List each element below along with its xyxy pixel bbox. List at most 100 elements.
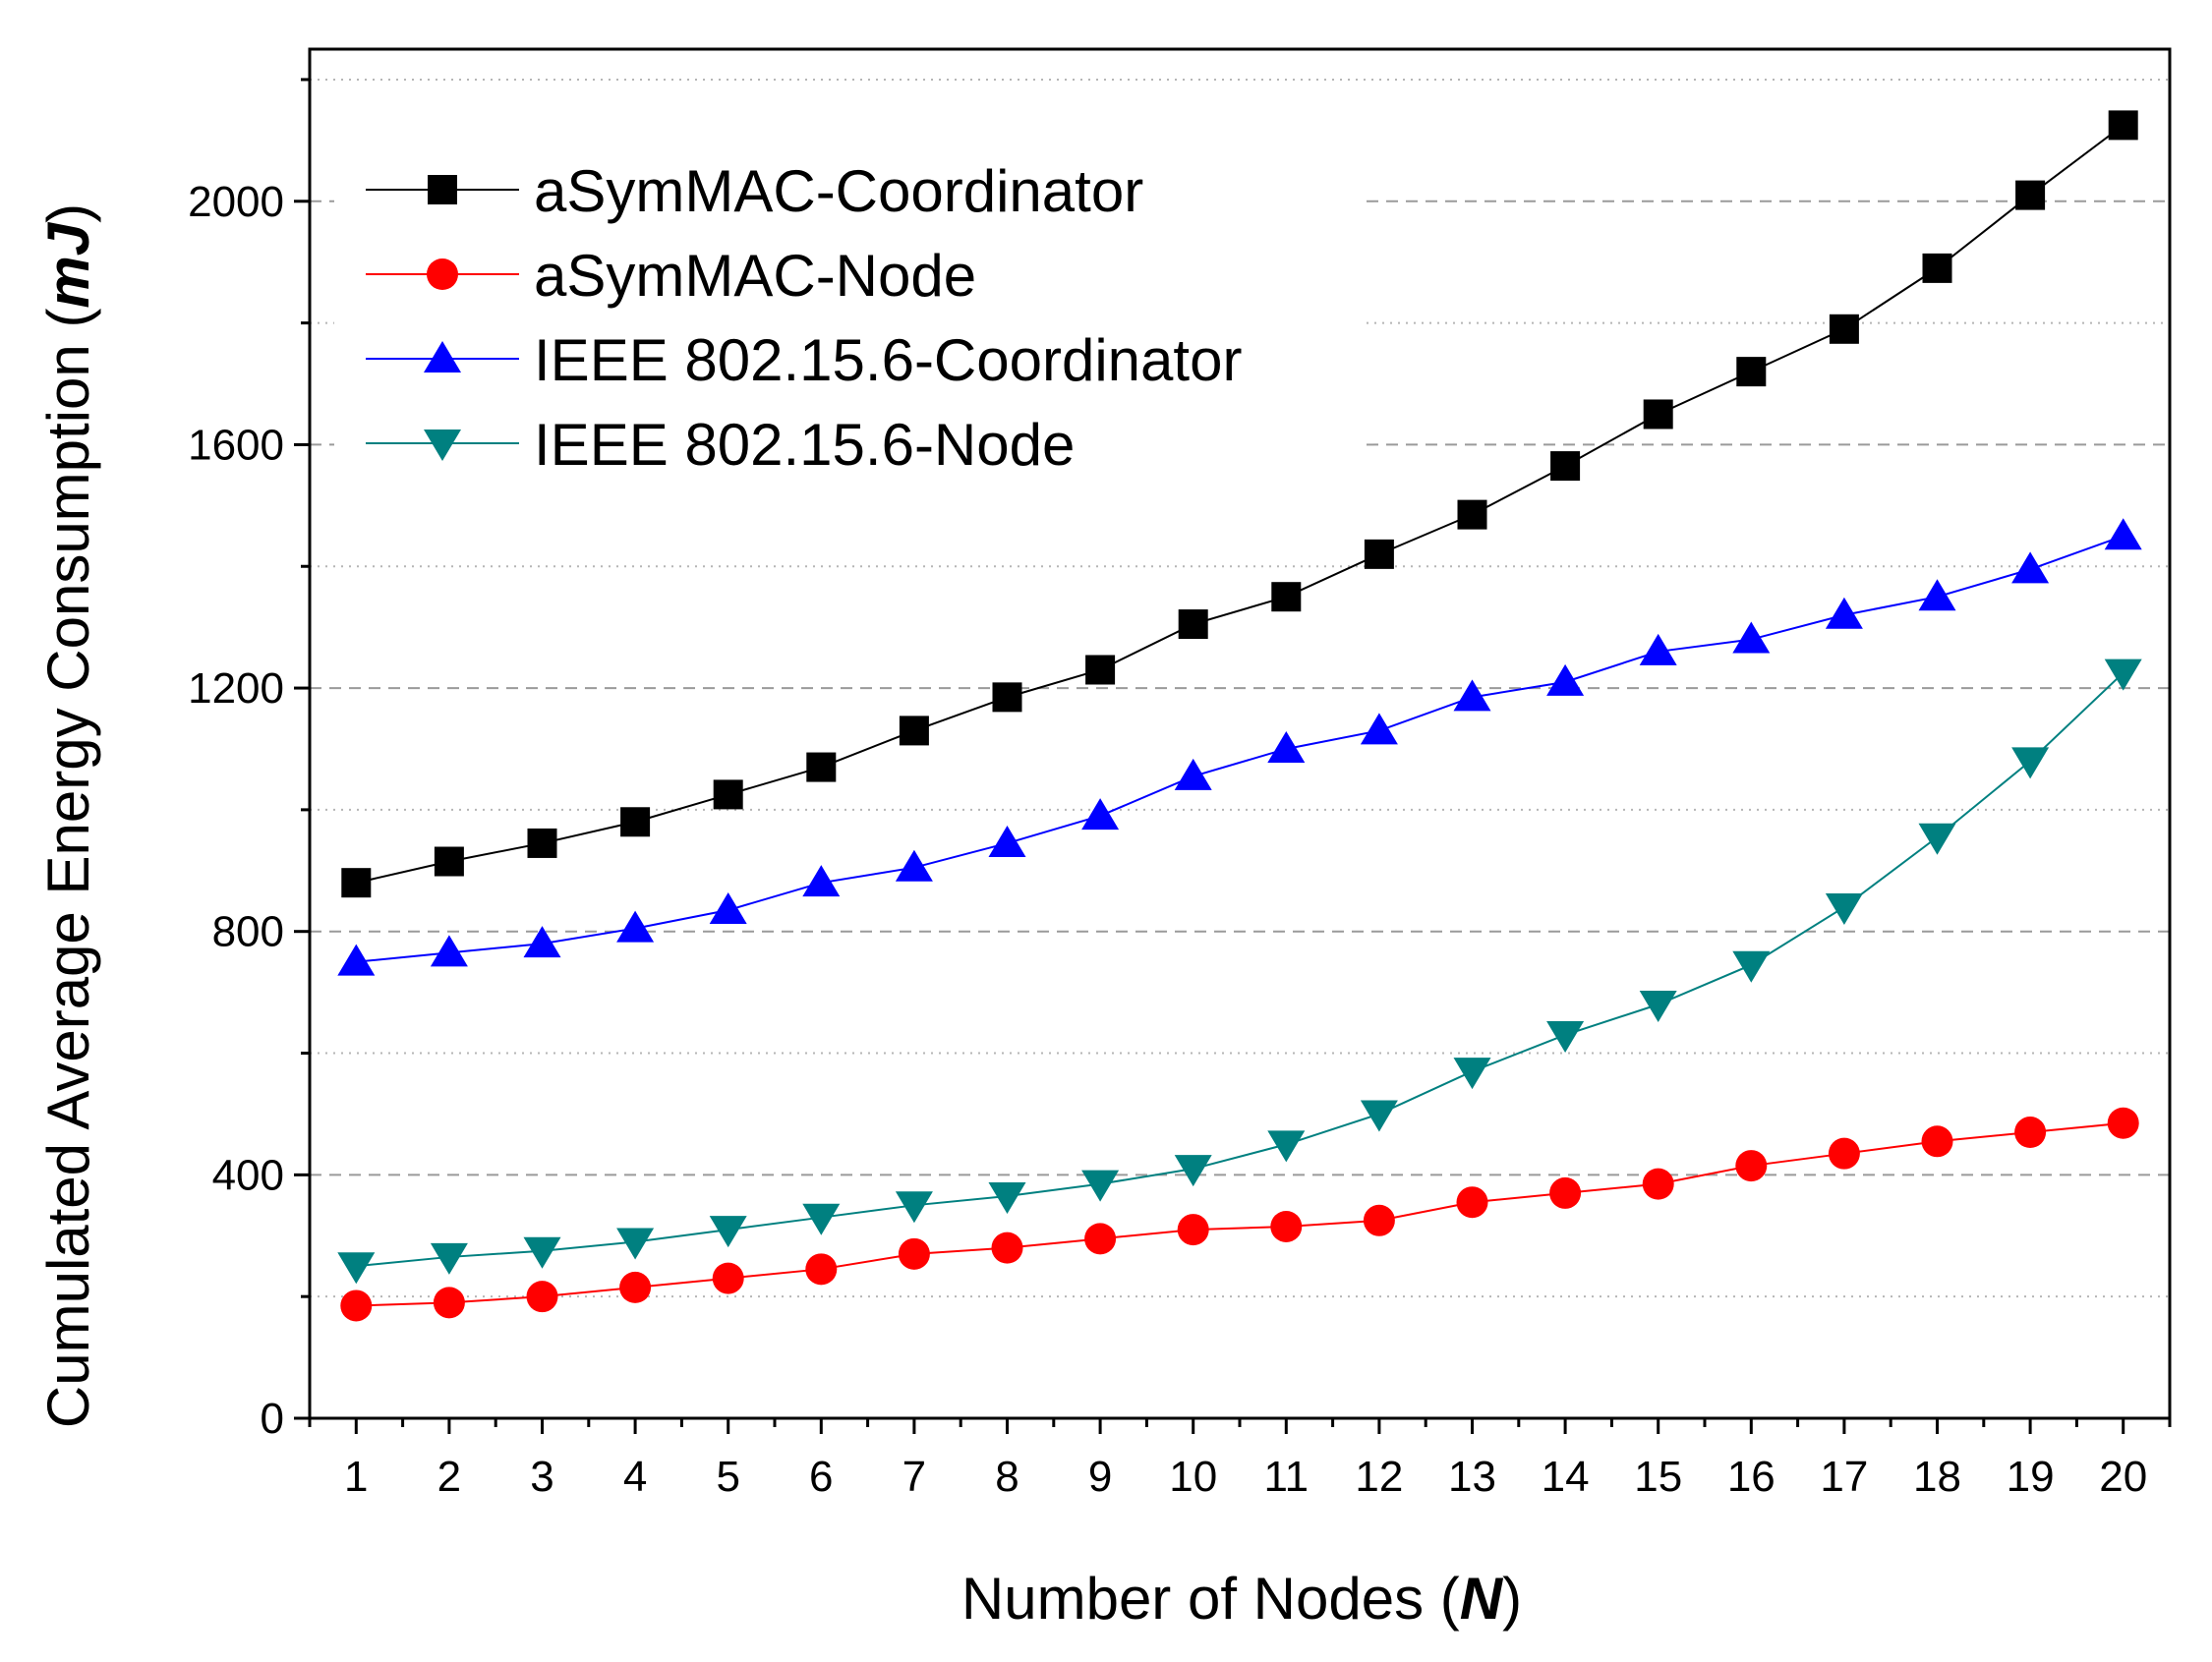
data-point [895,849,933,882]
data-point [802,865,841,897]
data-point [337,1252,376,1285]
data-point [430,1242,468,1275]
data-point [1267,730,1306,763]
data-point [1642,1168,1674,1200]
x-tick-label: 13 [1448,1453,1496,1501]
legend-item: IEEE 802.15.6-Node [366,412,1075,478]
data-point [1271,582,1302,612]
data-point [1360,1100,1398,1132]
y-tick-label: 1200 [188,664,284,713]
series-4 [337,659,2142,1285]
legend-marker [424,430,461,461]
data-point [895,1191,933,1224]
legend-item: aSymMAC-Node [366,243,976,309]
legend-label: aSymMAC-Coordinator [534,158,1143,224]
data-point [434,846,464,877]
data-point [2015,180,2046,210]
series-line [356,535,2125,963]
data-point [2104,659,2142,691]
x-tick-label: 9 [1088,1453,1112,1501]
data-point [1639,633,1677,665]
legend-marker [427,258,458,290]
x-tick-label: 1 [344,1453,368,1501]
data-point [1828,1137,1860,1170]
data-point [805,1253,838,1286]
data-point [620,807,651,837]
data-point [899,716,929,746]
y-tick-label: 0 [261,1395,284,1443]
data-point [1829,314,1859,344]
y-axis-title: Cumulated Average Energy Consumption (mJ… [35,203,101,1428]
data-point [709,1216,747,1248]
data-point [340,1289,373,1322]
x-tick-label: 8 [995,1453,1019,1501]
data-point [713,779,743,810]
legend-label: IEEE 802.15.6-Node [534,412,1075,478]
data-point [709,892,747,925]
data-point [1918,579,1956,611]
data-point [1825,597,1863,629]
data-point [1081,798,1120,831]
legend-item: IEEE 802.15.6-Coordinator [366,327,1242,393]
data-point [1453,1058,1491,1090]
legend-label: aSymMAC-Node [534,243,976,309]
data-point [1456,1186,1488,1219]
data-point [898,1237,930,1270]
data-point [341,868,372,898]
x-tick-label: 19 [2007,1453,2055,1501]
data-point [1177,1214,1209,1246]
data-point [1174,1155,1212,1187]
data-point [1732,950,1771,983]
y-tick-label: 400 [212,1151,284,1199]
data-point [1735,1150,1768,1182]
data-point [1174,758,1212,790]
data-point [1084,1223,1117,1255]
x-tick-label: 6 [809,1453,833,1501]
data-point [1546,663,1585,696]
data-point [1364,539,1394,569]
x-tick-label: 11 [1263,1453,1309,1501]
legend-marker [428,175,457,204]
data-point [1643,399,1673,430]
data-point [433,1287,465,1319]
x-axis-title: Number of Nodes (N) [961,1566,1522,1632]
data-point [1546,1020,1585,1053]
data-point [1453,679,1491,712]
x-tick-label: 16 [1727,1453,1775,1501]
data-point [988,825,1026,857]
data-point [1550,451,1581,482]
grid [310,78,2170,1298]
data-point [616,1228,655,1260]
data-point [991,1232,1023,1264]
series-line [356,124,2125,885]
data-point [2104,518,2142,550]
data-point [2011,747,2050,779]
data-point [1081,1170,1120,1202]
data-point [988,1182,1026,1215]
data-point [527,828,557,858]
data-point [806,752,837,782]
data-point [1736,357,1767,387]
data-point [523,926,561,958]
x-tick-label: 10 [1169,1453,1217,1501]
data-point [1270,1210,1303,1242]
data-point [430,935,468,967]
data-point [2108,110,2138,141]
data-point [337,944,376,976]
data-point [712,1262,744,1294]
data-point [2107,1107,2139,1139]
data-point [1457,499,1487,530]
x-tick-label: 18 [1913,1453,1961,1501]
data-point [619,1271,652,1303]
legend-marker [424,341,461,373]
data-point [526,1281,558,1313]
series-2 [340,1107,2139,1322]
data-point [1085,655,1116,685]
data-point [1921,1125,1953,1158]
legend-label: IEEE 802.15.6-Coordinator [534,327,1242,393]
x-tick-label: 2 [437,1453,461,1501]
x-tick-label: 12 [1355,1453,1403,1501]
series-group [337,110,2142,1322]
